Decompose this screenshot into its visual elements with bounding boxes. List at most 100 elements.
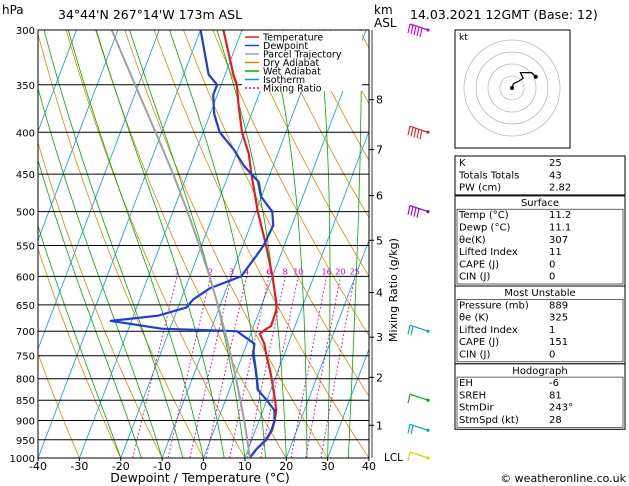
pressure-tick-label: 750 — [16, 352, 35, 363]
index-label: StmDir — [459, 403, 494, 414]
isotherm-line — [38, 30, 119, 242]
legend-entry: Parcel Trajectory — [263, 50, 342, 61]
dry-adiabat-line — [241, 30, 369, 278]
index-value: 0 — [549, 350, 555, 361]
indices-box — [454, 155, 626, 196]
wind-barb-station — [426, 398, 430, 402]
wind-barb-flag — [410, 206, 414, 216]
mixing-ratio-label: 3 — [229, 267, 234, 276]
location-title: 34°44'N 267°14'W 173m ASL — [58, 7, 242, 22]
series-line-dewpoint — [109, 30, 276, 458]
profile-lines — [109, 30, 278, 458]
pressure-tick-label: 500 — [16, 208, 35, 219]
mixing-ratio-label: 4 — [244, 267, 249, 276]
index-label: Temp (°C) — [458, 210, 509, 221]
dry-adiabat-line — [300, 30, 369, 162]
indices-section-title: Most Unstable — [504, 288, 575, 299]
wind-barb-flag — [416, 129, 420, 139]
pressure-tick-label: 350 — [16, 81, 35, 92]
temperature-tick-label: 0 — [200, 460, 207, 473]
index-label: CAPE (J) — [459, 337, 499, 348]
wind-barb-flag — [407, 205, 411, 215]
pressure-tick-label: 550 — [16, 242, 35, 253]
height-tick-label: 3 — [376, 331, 383, 344]
hpa-label: hPa — [2, 3, 24, 17]
temperature-tick-label: 10 — [238, 460, 252, 473]
height-tick-label: 1 — [376, 419, 383, 432]
mixing-ratio-label: 20 — [335, 267, 345, 276]
pressure-tick-label: 700 — [16, 327, 35, 338]
index-value: 1 — [549, 325, 555, 336]
index-label: Totals Totals — [458, 170, 519, 181]
wind-barb-flag — [410, 127, 414, 137]
dry-adiabat-line — [65, 30, 246, 458]
index-value: 81 — [549, 390, 562, 401]
mixing-ratio-labels: 1 2 3 4 6 8 10 16 20 25 — [175, 267, 360, 276]
pressure-tick-label: 800 — [16, 375, 35, 386]
index-label: Lifted Index — [459, 247, 518, 258]
wind-barb-flag — [413, 25, 417, 36]
wind-barb-flag — [413, 207, 417, 217]
pressure-tick-label: 900 — [16, 417, 35, 428]
hodograph-center — [510, 86, 514, 90]
index-value: 889 — [549, 300, 568, 311]
isotherm-line — [327, 347, 369, 458]
mixing-ratio-label: 2 — [208, 267, 213, 276]
height-axis: 1 2 3 4 5 6 7 8 — [369, 30, 383, 458]
index-label: StmSpd (kt) — [459, 415, 519, 426]
isotherm-line — [38, 30, 77, 133]
temperature-axis: -40 -30 -20 -10 0 10 20 30 40 — [29, 458, 376, 473]
index-label: PW (cm) — [459, 183, 501, 194]
km-label: km — [374, 3, 393, 17]
x-axis-label: Dewpoint / Temperature (°C) — [110, 470, 289, 485]
wind-barb-station — [426, 456, 430, 460]
temperature-tick-label: -10 — [153, 460, 171, 473]
index-value: 25 — [549, 158, 562, 169]
wind-barb-flag — [410, 425, 414, 435]
isotherm-line — [38, 30, 160, 351]
legend-entry: Temperature — [262, 33, 323, 44]
hodograph-ring — [475, 51, 549, 125]
legend-entry: Dry Adiabat — [263, 58, 320, 69]
wind-barb-station — [426, 209, 430, 214]
pressure-tick-label: 650 — [16, 301, 35, 312]
index-label: EH — [459, 378, 473, 389]
index-label: θe (K) — [459, 313, 489, 324]
wind-barbs — [407, 23, 430, 462]
indices-section-box — [454, 195, 626, 287]
indices-section-box — [454, 285, 626, 365]
hodograph-kt-label: kt — [459, 33, 468, 43]
legend-entry: Isotherm — [263, 75, 305, 86]
hodograph-ring — [463, 39, 561, 137]
mixing-ratio-line — [132, 276, 178, 458]
wind-barb-flag — [416, 208, 420, 218]
index-value: 307 — [549, 235, 568, 246]
isotherm-line — [79, 30, 243, 458]
mixing-ratio-line — [189, 276, 232, 458]
pressure-axis: 300 350 400 450 500 550 600 650 700 750 800 850 900 9… — [10, 26, 35, 465]
isotherm-line — [285, 239, 369, 458]
wind-barb-staff — [409, 393, 429, 401]
index-value: 11.2 — [549, 210, 571, 221]
index-value: 0 — [549, 272, 555, 283]
index-value: 11 — [549, 247, 562, 258]
dry-adiabat-line — [271, 30, 369, 219]
index-label: CIN (J) — [459, 350, 490, 361]
mixing-ratio-line — [205, 276, 247, 458]
index-label: Dewp (°C) — [459, 223, 510, 234]
index-value: 243° — [549, 403, 573, 414]
temperature-tick-label: 30 — [321, 460, 335, 473]
wind-barb-station — [426, 329, 430, 333]
temperature-tick-label: 40 — [362, 460, 376, 473]
wind-barb-flag — [419, 27, 423, 38]
height-tick-label: 7 — [376, 144, 383, 157]
pressure-tick-label: 850 — [16, 396, 35, 407]
indices-inner-box — [456, 208, 624, 285]
height-tick-label: 4 — [376, 287, 383, 300]
indices-inner-box — [456, 298, 624, 363]
isotherm-line — [120, 30, 284, 458]
height-tick-label: 8 — [376, 94, 383, 107]
hodograph-ring — [499, 75, 525, 101]
wind-barb-flag — [407, 126, 411, 136]
